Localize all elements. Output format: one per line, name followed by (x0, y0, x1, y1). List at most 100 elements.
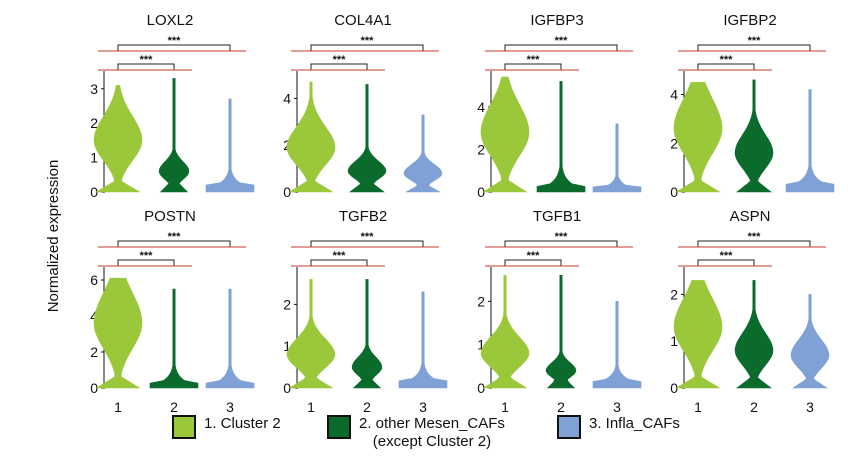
panel-title: IGFBP2 (723, 12, 776, 29)
x-tick-label: 1 (501, 399, 509, 415)
legend-text-other-mesen: 2. other Mesen_CAFs (except Cluster 2) (351, 415, 505, 451)
panel-title: LOXL2 (147, 12, 194, 29)
y-tick-label: 6 (90, 272, 98, 288)
sig-stars-1-3: *** (555, 231, 569, 243)
sig-stars-1-2: *** (333, 250, 347, 262)
x-tick-label: 3 (613, 399, 621, 415)
sig-stars-1-3: *** (361, 35, 375, 47)
y-tick-label: 2 (670, 286, 678, 302)
sig-bracket-1-2 (504, 63, 562, 70)
legend-item-other-mesen: 2. other Mesen_CAFs (except Cluster 2) (327, 415, 505, 451)
y-tick-label: 4 (670, 87, 678, 103)
y-tick-label: 2 (283, 296, 291, 312)
violin-group-2 (734, 79, 774, 193)
legend: 1. Cluster 2 2. other Mesen_CAFs (except… (0, 415, 856, 462)
sig-stars-1-3: *** (168, 35, 182, 47)
y-tick-label: 0 (90, 184, 98, 200)
panel-title: IGFBP3 (530, 12, 583, 29)
violin-group-2 (734, 280, 774, 389)
legend-label-cluster2: 1. Cluster 2 (204, 415, 281, 432)
y-tick-label: 1 (283, 338, 291, 354)
y-tick-label: 0 (477, 380, 485, 396)
panel-title: POSTN (144, 208, 196, 225)
violin-group-1 (480, 275, 530, 389)
violin-group-1 (673, 82, 723, 193)
y-tick-label: 3 (90, 81, 98, 97)
sig-stars-1-2: *** (720, 250, 734, 262)
violin-group-1 (93, 277, 143, 389)
sig-bracket-1-3 (117, 240, 231, 247)
sig-bracket-1-2 (310, 259, 368, 266)
violin-group-1 (480, 76, 530, 193)
sig-bracket-1-2 (697, 259, 755, 266)
x-tick-label: 3 (806, 399, 814, 415)
legend-swatch-other-mesen (327, 415, 351, 439)
violin-figure: Normalized expressionLOXL2******0123COL4… (45, 12, 835, 415)
violin-group-1 (286, 279, 336, 389)
y-tick-label: 4 (477, 99, 485, 115)
sig-bracket-1-3 (697, 240, 811, 247)
violin-group-2 (158, 78, 190, 193)
y-tick-label: 0 (90, 380, 98, 396)
violin-group-3 (205, 288, 255, 389)
y-tick-label: 2 (90, 344, 98, 360)
panel-title: COL4A1 (334, 12, 392, 29)
violin-group-3 (403, 114, 443, 193)
sig-bracket-1-3 (310, 240, 424, 247)
sig-bracket-1-3 (504, 240, 618, 247)
y-tick-label: 1 (90, 150, 98, 166)
y-tick-label: 2 (90, 115, 98, 131)
sig-bracket-1-2 (310, 63, 368, 70)
violin-group-2 (347, 84, 387, 193)
violin-group-3 (785, 89, 835, 193)
x-tick-label: 2 (363, 399, 371, 415)
panel-title: TGFB1 (533, 208, 581, 225)
sig-bracket-1-3 (310, 44, 424, 51)
x-tick-label: 1 (114, 399, 122, 415)
legend-swatch-infla (557, 415, 581, 439)
y-tick-label: 2 (670, 135, 678, 151)
violin-group-3 (592, 123, 642, 193)
sig-bracket-1-2 (117, 63, 175, 70)
sig-stars-1-3: *** (748, 35, 762, 47)
sig-bracket-1-2 (117, 259, 175, 266)
violin-group-3 (592, 301, 642, 389)
y-axis-label: Normalized expression (45, 160, 62, 313)
violin-group-1 (286, 81, 336, 193)
y-tick-label: 0 (283, 380, 291, 396)
sig-stars-1-2: *** (140, 250, 154, 262)
violin-group-2 (351, 279, 383, 389)
x-tick-label: 1 (694, 399, 702, 415)
legend-label-other-mesen: 2. other Mesen_CAFs (359, 415, 505, 432)
violin-group-1 (93, 85, 143, 193)
sig-bracket-1-3 (117, 44, 231, 51)
sig-bracket-1-3 (697, 44, 811, 51)
y-tick-label: 4 (283, 90, 291, 106)
y-tick-label: 2 (477, 141, 485, 157)
x-tick-label: 1 (307, 399, 315, 415)
x-tick-label: 2 (170, 399, 178, 415)
legend-item-cluster2: 1. Cluster 2 (172, 415, 281, 439)
sig-stars-1-3: *** (168, 231, 182, 243)
violin-group-3 (205, 98, 255, 193)
violin-group-3 (398, 291, 448, 389)
x-tick-label: 3 (226, 399, 234, 415)
legend-swatch-cluster2 (172, 415, 196, 439)
x-tick-label: 2 (557, 399, 565, 415)
sig-stars-1-2: *** (140, 54, 154, 66)
sig-bracket-1-2 (504, 259, 562, 266)
y-tick-label: 1 (670, 333, 678, 349)
legend-label-infla: 3. Infla_CAFs (589, 415, 680, 432)
y-tick-label: 0 (670, 380, 678, 396)
legend-item-infla: 3. Infla_CAFs (557, 415, 680, 439)
x-tick-label: 2 (750, 399, 758, 415)
sig-stars-1-2: *** (527, 54, 541, 66)
y-tick-label: 1 (477, 337, 485, 353)
y-tick-label: 0 (283, 184, 291, 200)
violin-group-3 (790, 294, 830, 389)
violin-group-1 (673, 280, 723, 389)
y-tick-label: 2 (477, 293, 485, 309)
panel-title: ASPN (730, 208, 771, 225)
sig-stars-1-3: *** (748, 231, 762, 243)
sig-stars-1-3: *** (361, 231, 375, 243)
